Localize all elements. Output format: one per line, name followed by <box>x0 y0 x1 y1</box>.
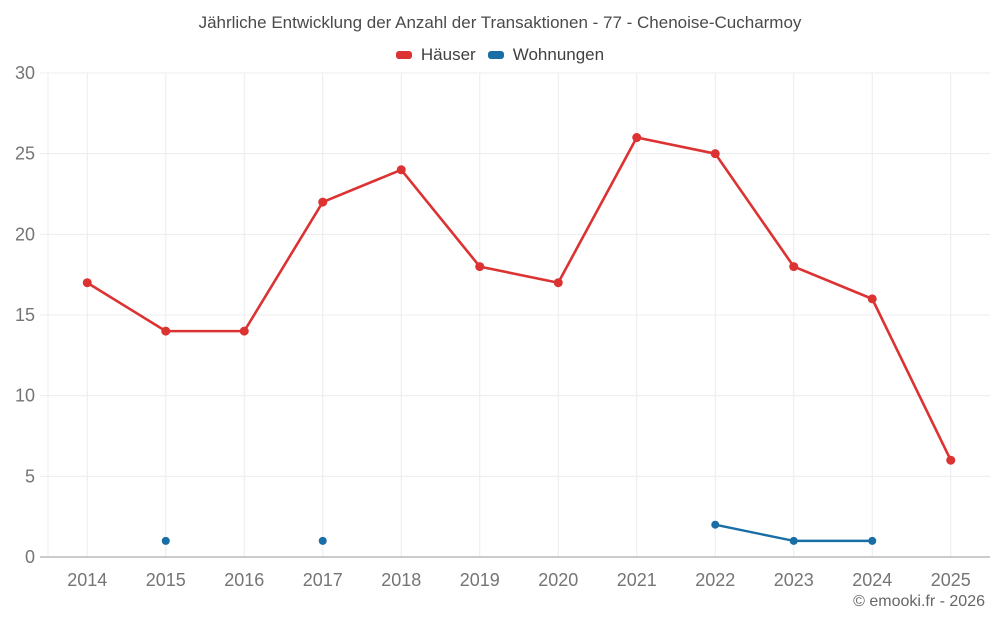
x-axis-tick-label: 2019 <box>460 570 500 590</box>
data-point-marker[interactable] <box>868 536 877 545</box>
data-point-marker[interactable] <box>632 133 642 143</box>
data-point-marker[interactable] <box>789 262 799 272</box>
y-axis-tick-label: 10 <box>15 386 35 406</box>
data-point-marker[interactable] <box>318 536 327 545</box>
data-point-marker[interactable] <box>711 520 720 529</box>
chart-title: Jährliche Entwicklung der Anzahl der Tra… <box>198 13 802 32</box>
y-axis-tick-label: 25 <box>15 144 35 164</box>
legend-label-wohnungen: Wohnungen <box>512 45 605 64</box>
data-point-marker[interactable] <box>710 149 720 159</box>
data-point-marker[interactable] <box>789 536 798 545</box>
copyright-text: © emooki.fr - 2026 <box>853 593 985 610</box>
legend-item-wohnungen[interactable]: Wohnungen <box>487 45 605 65</box>
y-axis-tick-label: 15 <box>15 305 35 325</box>
x-axis-tick-label: 2025 <box>931 570 971 590</box>
x-axis-tick-label: 2020 <box>538 570 578 590</box>
y-axis-tick-label: 30 <box>15 63 35 83</box>
data-point-marker[interactable] <box>161 536 170 545</box>
data-point-marker[interactable] <box>867 294 877 304</box>
data-point-marker[interactable] <box>161 326 171 336</box>
haeuser-series-swatch-icon <box>395 51 412 59</box>
y-axis-tick-label: 20 <box>15 224 35 244</box>
data-point-marker[interactable] <box>553 278 563 288</box>
data-point-marker[interactable] <box>946 455 956 465</box>
legend-item-haeuser[interactable]: Häuser <box>395 45 476 65</box>
data-point-marker[interactable] <box>396 165 406 175</box>
legend-label-haeuser: Häuser <box>420 45 476 64</box>
x-axis-tick-label: 2022 <box>695 570 735 590</box>
wohnungen-series-swatch-icon <box>487 51 504 59</box>
x-axis-tick-label: 2023 <box>774 570 814 590</box>
x-axis-tick-label: 2018 <box>381 570 421 590</box>
x-axis-tick-label: 2017 <box>303 570 343 590</box>
data-point-marker[interactable] <box>475 262 485 272</box>
data-point-marker[interactable] <box>318 197 328 207</box>
y-axis-tick-label: 0 <box>25 547 35 567</box>
y-axis-tick-label: 5 <box>25 466 35 486</box>
x-axis-tick-label: 2014 <box>67 570 107 590</box>
x-axis-tick-label: 2024 <box>852 570 892 590</box>
data-point-marker[interactable] <box>82 278 92 288</box>
x-axis-tick-label: 2015 <box>146 570 186 590</box>
series-line-haeuser <box>85 136 953 462</box>
data-point-marker[interactable] <box>239 326 249 336</box>
x-axis-tick-label: 2021 <box>617 570 657 590</box>
chart-legend: Häuser Wohnungen <box>0 45 1000 65</box>
x-axis-tick-label: 2016 <box>224 570 264 590</box>
